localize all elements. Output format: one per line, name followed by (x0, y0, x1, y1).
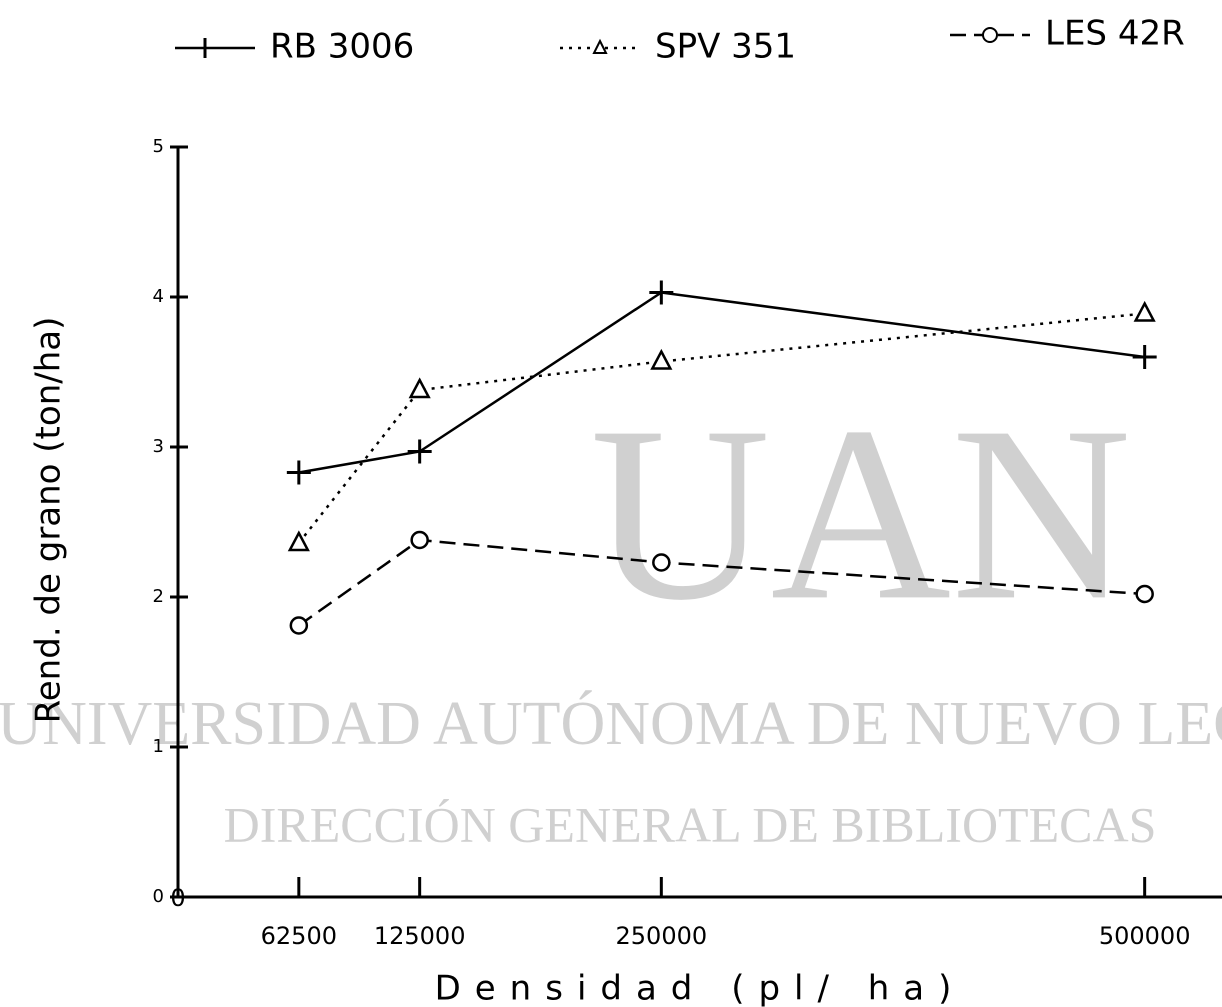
x-tick-label: 125000 (374, 922, 466, 950)
legend-label: LES 42R (1045, 14, 1185, 54)
legend-marker (592, 38, 608, 54)
legend-label: RB 3006 (270, 27, 414, 67)
marker (286, 460, 311, 485)
marker (287, 530, 310, 552)
x-axis-label: Densidad (pl/ ha) (435, 969, 966, 1007)
y-tick-label: 5 (153, 136, 164, 157)
series-line (298, 538, 1145, 627)
marker (410, 530, 429, 550)
y-tick-label: 1 (153, 736, 164, 757)
x-tick-label: 62500 (261, 922, 337, 950)
y-tick-label: 2 (153, 586, 164, 607)
x-tick-label: 250000 (616, 922, 708, 950)
marker (1132, 345, 1157, 369)
legend-marker (982, 27, 998, 43)
marker (1135, 584, 1154, 604)
marker (289, 616, 309, 635)
watermark: UAN (590, 375, 1132, 652)
y-tick-label: 3 (153, 436, 164, 457)
marker (650, 348, 673, 370)
legend-label: SPV 351 (655, 27, 796, 67)
x-tick-label: 0 (170, 884, 185, 912)
marker (652, 553, 671, 572)
x-tick-label: 500000 (1099, 922, 1191, 950)
y-tick-label: 0 (153, 886, 164, 907)
watermark: DIRECCIÓN GENERAL DE BIBLIOTECAS (224, 796, 1157, 852)
marker (649, 280, 674, 305)
watermark: UNIVERSIDAD AUTÓNOMA DE NUEVO LEÓN (0, 690, 1222, 758)
marker (407, 439, 432, 464)
y-tick-label: 4 (153, 286, 164, 307)
series-line (298, 291, 1145, 474)
y-axis-label: Rend. de grano (ton/ha) (29, 317, 69, 724)
marker (408, 377, 431, 399)
marker (1133, 300, 1156, 322)
series-line (297, 312, 1145, 544)
